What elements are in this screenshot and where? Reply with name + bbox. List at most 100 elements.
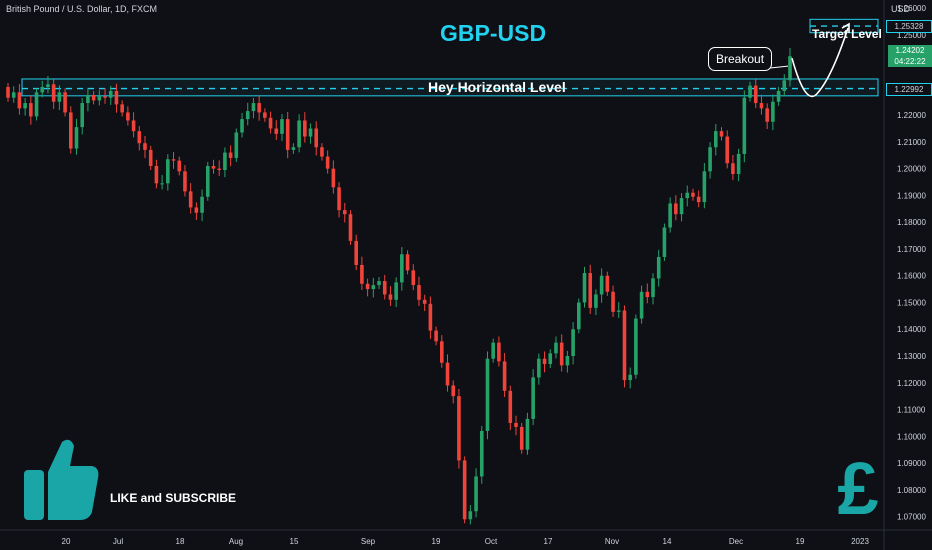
y-tick-label: 1.21000: [897, 138, 926, 147]
target-price-tag: 1.25328: [886, 20, 932, 34]
candle-body: [634, 318, 638, 375]
candle-body: [622, 310, 627, 381]
candle-body: [394, 282, 398, 300]
candle-body: [68, 112, 73, 149]
y-tick-label: 1.11000: [897, 406, 926, 415]
x-tick-label: Jul: [113, 537, 123, 546]
y-tick-label: 1.07000: [897, 513, 926, 522]
candle-body: [177, 160, 182, 172]
candle-body: [240, 119, 244, 133]
candle-body: [765, 108, 769, 122]
candle-body: [605, 275, 610, 292]
candle-body: [137, 131, 142, 144]
candle-body: [474, 476, 478, 512]
candle-body: [440, 341, 444, 363]
x-tick-label: 17: [544, 537, 553, 546]
target-price-value: 1.25328: [894, 22, 924, 32]
candle-body: [702, 171, 707, 203]
candle-body: [531, 377, 535, 419]
candle-body: [451, 385, 456, 397]
candle-body: [308, 128, 313, 137]
candle-body: [11, 92, 16, 98]
candle-body: [559, 342, 564, 366]
y-tick-label: 1.20000: [897, 165, 926, 174]
candle-body: [342, 210, 347, 215]
candle-body: [320, 147, 324, 157]
y-tick-label: 1.10000: [897, 432, 926, 441]
candle-body: [537, 358, 541, 378]
like-subscribe-text: LIKE and SUBSCRIBE: [110, 491, 237, 505]
y-tick-label: 1.14000: [897, 325, 926, 334]
candle-body: [126, 112, 130, 121]
y-tick-label: 1.25000: [897, 31, 926, 40]
candle-body: [708, 147, 712, 172]
candle-body: [274, 128, 279, 134]
candle-body: [348, 214, 353, 241]
candle-body: [86, 95, 90, 104]
candle-body: [131, 120, 136, 132]
candle-body: [753, 85, 758, 104]
x-tick-label: Dec: [729, 537, 743, 546]
candle-body: [171, 159, 176, 161]
candle-body: [731, 163, 735, 174]
candle-body: [776, 91, 781, 102]
y-tick-label: 1.13000: [897, 352, 926, 361]
candle-body: [188, 191, 193, 208]
candle-body: [645, 291, 650, 298]
candle-body: [662, 227, 667, 257]
thumbs-up-icon: [22, 436, 100, 527]
y-tick-label: 1.19000: [897, 191, 926, 200]
candle-body: [571, 329, 575, 357]
candle-body: [411, 270, 416, 286]
candle-body: [154, 165, 159, 184]
candle-body: [268, 117, 273, 129]
candle-body: [491, 342, 495, 359]
projection-arrowhead: [841, 22, 850, 34]
candle-body: [696, 196, 701, 203]
candle-body: [257, 103, 261, 113]
candle-body: [388, 294, 393, 300]
candle-body: [325, 156, 330, 169]
candle-body: [166, 159, 170, 184]
candle-body: [74, 127, 79, 149]
candle-body: [303, 120, 307, 137]
target-level-label: Target Level: [812, 27, 882, 41]
candle-body: [365, 283, 370, 290]
candle-body: [377, 281, 381, 286]
candle-body: [360, 265, 364, 284]
candle-body: [23, 103, 27, 109]
candle-body: [223, 152, 227, 170]
y-tick-label: 1.18000: [897, 218, 926, 227]
candle-body: [280, 119, 284, 134]
svg-text:£: £: [837, 448, 878, 520]
candle-body: [6, 86, 10, 98]
candle-body: [434, 330, 438, 342]
candle-body: [594, 294, 598, 308]
y-tick-label: 1.16000: [897, 272, 926, 281]
candle-body: [371, 285, 376, 290]
candle-body: [691, 192, 695, 197]
x-tick-label: 18: [176, 537, 185, 546]
candle-body: [183, 171, 187, 192]
candle-body: [497, 342, 501, 362]
candle-body: [525, 418, 530, 450]
candle-body: [251, 103, 256, 112]
candle-body: [548, 353, 553, 365]
candle-body: [103, 96, 107, 98]
x-tick-label: 20: [62, 537, 71, 546]
x-tick-label: Sep: [361, 537, 376, 546]
candle-body: [542, 358, 547, 365]
candle-body: [519, 426, 524, 450]
currency-label: USD: [890, 4, 910, 14]
candle-body: [457, 396, 461, 461]
x-tick-label: Nov: [605, 537, 619, 546]
candle-body: [57, 92, 62, 102]
candle-body: [97, 96, 102, 101]
candle-body: [382, 281, 387, 295]
bar-countdown: 04:22:22: [894, 57, 926, 67]
candle-body: [668, 203, 672, 228]
x-tick-label: Oct: [485, 537, 498, 546]
candle-body: [479, 430, 484, 477]
y-tick-label: 1.09000: [897, 459, 926, 468]
candle-body: [611, 291, 615, 312]
